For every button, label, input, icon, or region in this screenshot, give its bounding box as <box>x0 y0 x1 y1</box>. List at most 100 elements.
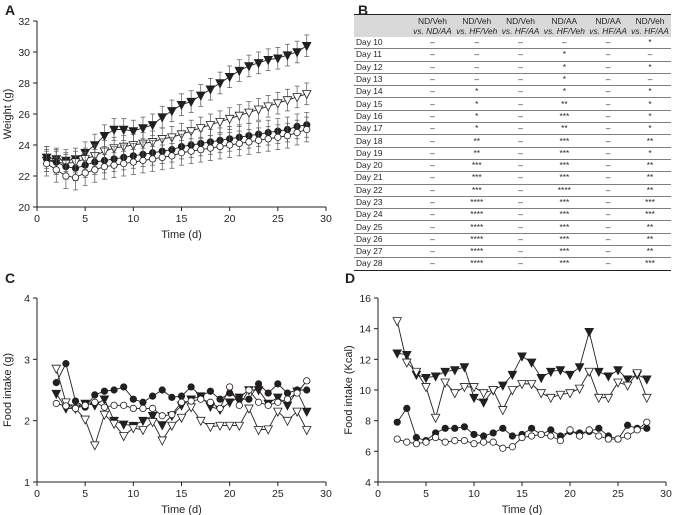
data-point-nd-aa <box>254 398 263 406</box>
data-point-nd-aa <box>187 397 195 405</box>
data-point-hf-aa <box>411 367 422 378</box>
table-cell: **** <box>453 257 500 271</box>
table-cell: – <box>411 233 454 247</box>
panel-label-d: D <box>345 270 356 286</box>
data-point-nd-aa <box>71 173 80 182</box>
table-cell: – <box>499 171 542 185</box>
data-point-hf-aa <box>138 426 148 436</box>
table-cell: ** <box>629 233 671 247</box>
data-point-hf-aa <box>282 96 293 106</box>
table-cell: * <box>629 97 671 111</box>
data-point-hf-aa <box>574 384 585 394</box>
data-point-nd-aa <box>168 152 176 160</box>
data-point-nd-aa <box>293 389 301 397</box>
row-day-label: Day 21 <box>354 171 411 185</box>
y-tick-label: 20 <box>18 202 30 214</box>
data-point-nd-veh <box>643 424 651 432</box>
data-point-nd-aa <box>52 399 60 408</box>
table-cell: – <box>499 245 542 259</box>
table-cell: **** <box>453 220 500 234</box>
data-point-nd-aa <box>71 404 80 412</box>
data-point-nd-veh <box>489 429 497 437</box>
table-cell: – <box>499 85 542 99</box>
table-cell: *** <box>541 233 588 247</box>
data-point-nd-aa <box>499 444 507 452</box>
table-cell: – <box>499 73 542 87</box>
data-point-hf-aa <box>263 102 274 112</box>
data-point-hf-aa <box>507 386 518 396</box>
x-tick-label: 30 <box>320 213 332 225</box>
column-header <box>354 14 411 37</box>
data-point-hf-aa <box>234 421 245 432</box>
data-point-nd-veh <box>403 404 411 412</box>
data-point-hf-veh <box>99 395 110 405</box>
data-point-hf-aa <box>632 369 643 379</box>
data-point-nd-aa <box>633 426 641 434</box>
data-point-hf-aa <box>186 127 196 137</box>
data-point-hf-veh <box>613 366 623 376</box>
table-cell: *** <box>541 208 588 222</box>
y-tick-label: 16 <box>359 293 371 305</box>
table-body: Day 10– – – – – * Day 11– – – * – – Day 12– – – * – * Day … <box>354 37 671 271</box>
table-cell: **** <box>541 184 588 197</box>
data-point-nd-veh <box>149 392 157 400</box>
table-cell: – <box>499 48 542 62</box>
data-point-nd-veh <box>110 386 118 394</box>
data-point-nd-aa <box>489 438 497 446</box>
series-line-hf-veh <box>397 331 647 403</box>
table-cell: * <box>453 110 500 124</box>
table-cell: – <box>587 61 630 74</box>
x-tick-label: 10 <box>468 488 480 500</box>
data-point-nd-veh <box>460 423 468 431</box>
data-point-hf-aa <box>244 108 254 118</box>
table-cell: **** <box>453 245 500 259</box>
table-cell: * <box>629 147 671 160</box>
y-axis-label: Food intake (g) <box>2 353 14 427</box>
data-point-hf-veh <box>536 373 547 384</box>
table-cell: – <box>411 73 454 87</box>
table-cell: *** <box>453 159 500 173</box>
data-point-nd-aa <box>110 161 118 169</box>
y-tick-label: 6 <box>365 446 371 458</box>
data-point-hf-veh <box>224 398 235 408</box>
data-point-nd-aa <box>197 395 205 403</box>
data-point-nd-aa <box>245 138 253 146</box>
data-point-nd-veh <box>245 395 253 403</box>
table-cell: – <box>499 233 542 247</box>
data-point-nd-aa <box>120 401 128 409</box>
data-point-nd-veh <box>216 395 224 403</box>
data-point-nd-aa <box>643 418 651 426</box>
table-cell: *** <box>453 184 500 197</box>
column-header: ND/Veh vs. HF/Veh <box>453 14 500 37</box>
table-cell: – <box>411 257 454 271</box>
table-cell: – <box>411 37 454 50</box>
table-cell: – <box>499 184 542 197</box>
table-cell: – <box>499 257 542 271</box>
data-point-hf-veh <box>430 372 441 382</box>
data-point-nd-aa <box>303 125 311 134</box>
table-cell: – <box>453 37 500 50</box>
column-header-top: ND/Veh <box>635 16 665 26</box>
data-point-hf-aa <box>118 432 129 442</box>
data-point-nd-aa <box>293 129 301 137</box>
data-point-hf-veh <box>555 366 566 376</box>
data-point-nd-aa <box>120 160 128 168</box>
data-point-nd-aa <box>403 438 411 446</box>
data-point-nd-aa <box>527 432 536 440</box>
table-cell: * <box>629 122 671 136</box>
row-day-label: Day 15 <box>354 97 411 111</box>
data-point-hf-aa <box>167 421 177 432</box>
data-point-hf-aa <box>195 124 206 134</box>
data-point-hf-aa <box>244 404 254 414</box>
y-tick-label: 4 <box>365 477 371 489</box>
data-point-nd-veh <box>52 379 60 387</box>
table-cell: – <box>587 37 630 50</box>
data-point-nd-veh <box>508 432 517 440</box>
table-cell: – <box>411 61 454 74</box>
data-point-hf-aa <box>301 90 312 100</box>
table-cell: – <box>411 85 454 99</box>
data-point-nd-aa <box>303 377 311 385</box>
data-point-hf-veh <box>263 55 274 66</box>
table-cell: * <box>541 61 588 74</box>
